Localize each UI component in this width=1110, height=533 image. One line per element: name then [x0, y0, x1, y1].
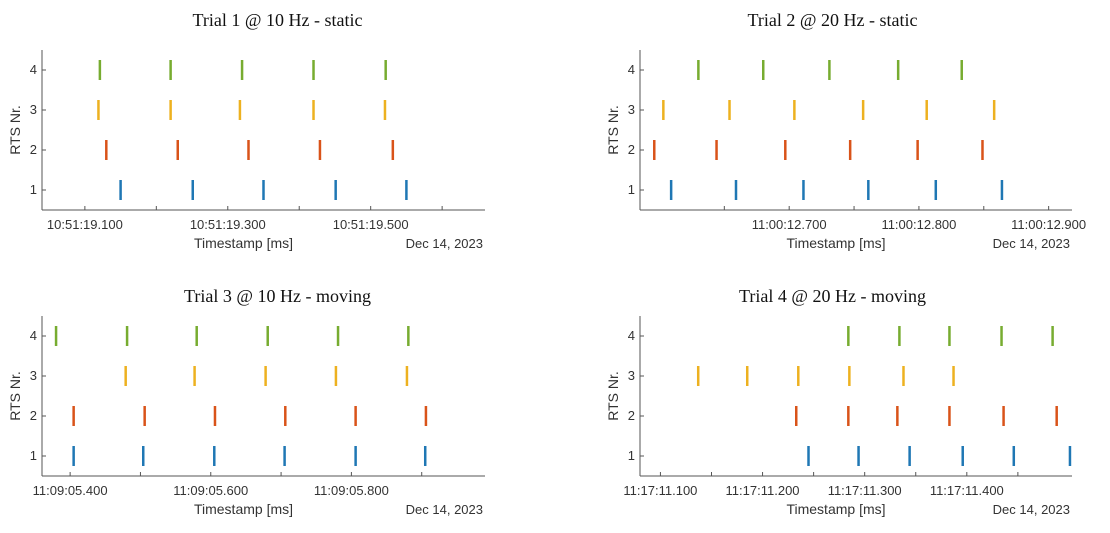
- x-tick-label: 11:17:11.200: [726, 483, 800, 498]
- x-axis-label: Timestamp [ms]: [786, 235, 885, 251]
- plot-trial-2: 1 2 3 4 11:00:12.700 11:00:12.800 11:00:12.900…: [605, 50, 1086, 251]
- panel-trial-4: Trial 4 @ 20 Hz - moving 1 2 3 4 11:17:11.10…: [555, 266, 1110, 532]
- date-label: Dec 14, 2023: [406, 502, 483, 517]
- y-tick-label: 4: [30, 62, 37, 77]
- x-tick-label: 10:51:19.500: [333, 217, 409, 232]
- y-tick-label: 3: [30, 368, 37, 383]
- x-tick-label: 11:17:11.300: [828, 483, 902, 498]
- x-tick-label: 11:09:05.800: [314, 483, 389, 498]
- y-axis-label: RTS Nr.: [605, 105, 621, 155]
- y-tick-label: 4: [628, 328, 635, 343]
- y-tick-label: 4: [628, 62, 635, 77]
- chart-title: Trial 1 @ 10 Hz - static: [192, 10, 363, 30]
- date-label: Dec 14, 2023: [993, 236, 1070, 251]
- x-tick-label: 11:17:11.100: [623, 483, 697, 498]
- x-tick-label: 11:09:05.600: [173, 483, 248, 498]
- panel-trial-3: Trial 3 @ 10 Hz - moving 1 2 3 4 11:09:05.40…: [0, 266, 555, 532]
- x-tick-label: 11:00:12.700: [752, 217, 827, 232]
- y-tick-label: 3: [30, 102, 37, 117]
- x-tick-label: 11:17:11.400: [930, 483, 1004, 498]
- y-tick-label: 1: [30, 182, 37, 197]
- y-tick-label: 3: [628, 102, 635, 117]
- y-tick-label: 1: [628, 448, 635, 463]
- y-tick-label: 2: [628, 142, 635, 157]
- x-tick-label: 10:51:19.300: [190, 217, 266, 232]
- y-axis-label: RTS Nr.: [605, 371, 621, 421]
- chart-title: Trial 3 @ 10 Hz - moving: [184, 286, 371, 306]
- y-tick-label: 3: [628, 368, 635, 383]
- plot-trial-1: 1 2 3 4 10:51:19.100 10:51:19.300 10:51:19.500…: [7, 50, 485, 251]
- y-tick-label: 2: [30, 142, 37, 157]
- y-tick-label: 2: [628, 408, 635, 423]
- y-axis-label: RTS Nr.: [7, 371, 23, 421]
- y-tick-label: 4: [30, 328, 37, 343]
- y-tick-label: 2: [30, 408, 37, 423]
- x-axis-label: Timestamp [ms]: [786, 501, 885, 517]
- date-label: Dec 14, 2023: [406, 236, 483, 251]
- plot-trial-4: 1 2 3 4 11:17:11.100 11:17:11.200 11:17:11.300…: [605, 316, 1072, 517]
- y-tick-label: 1: [30, 448, 37, 463]
- panel-trial-2: Trial 2 @ 20 Hz - static 1 2 3 4 11:00:12.70…: [555, 0, 1110, 266]
- x-tick-label: 10:51:19.100: [47, 217, 123, 232]
- plot-trial-3: 1 2 3 4 11:09:05.400 11:09:05.600 11:09:05.800…: [7, 316, 485, 517]
- x-axis-label: Timestamp [ms]: [194, 501, 293, 517]
- x-tick-label: 11:00:12.900: [1011, 217, 1086, 232]
- chart-title: Trial 4 @ 20 Hz - moving: [739, 286, 926, 306]
- date-label: Dec 14, 2023: [993, 502, 1070, 517]
- panel-trial-1: Trial 1 @ 10 Hz - static 1 2 3 4 10:51:19.10…: [0, 0, 555, 266]
- x-tick-label: 11:09:05.400: [33, 483, 108, 498]
- y-axis-label: RTS Nr.: [7, 105, 23, 155]
- x-tick-label: 11:00:12.800: [881, 217, 956, 232]
- y-tick-label: 1: [628, 182, 635, 197]
- x-axis-label: Timestamp [ms]: [194, 235, 293, 251]
- chart-title: Trial 2 @ 20 Hz - static: [747, 10, 918, 30]
